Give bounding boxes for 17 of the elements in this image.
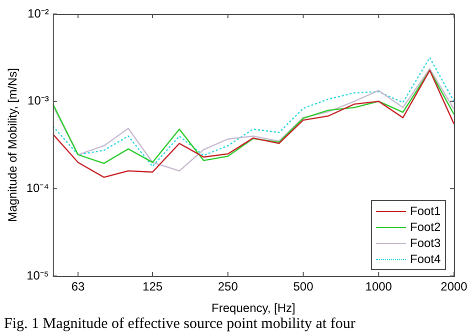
x-tick-label: 250 — [218, 280, 238, 294]
y-tick-label: 10⁻² — [28, 6, 49, 20]
legend-label: Foot2 — [410, 219, 441, 235]
legend-label: Foot3 — [410, 235, 441, 251]
y-tick-label: 10⁻⁴ — [26, 180, 49, 195]
caption: Fig. 1 Magnitude of effective source point mobility at four — [4, 316, 356, 333]
x-tick-label: 63 — [71, 280, 86, 294]
x-tick-label: 125 — [142, 280, 163, 294]
x-axis-title: Frequency, [Hz] — [212, 301, 296, 316]
y-axis-title: Magnitude of Mobility, [m/Ns] — [6, 68, 20, 222]
y-tick-label: 10⁻³ — [28, 94, 49, 108]
legend-label: Foot1 — [410, 203, 441, 219]
y-tick-label: 10⁻⁵ — [26, 268, 49, 282]
x-tick-label: 2000 — [440, 280, 468, 294]
x-tick-label: 1000 — [365, 280, 392, 294]
legend-label: Foot4 — [410, 251, 441, 267]
x-tick-label: 500 — [293, 280, 314, 294]
